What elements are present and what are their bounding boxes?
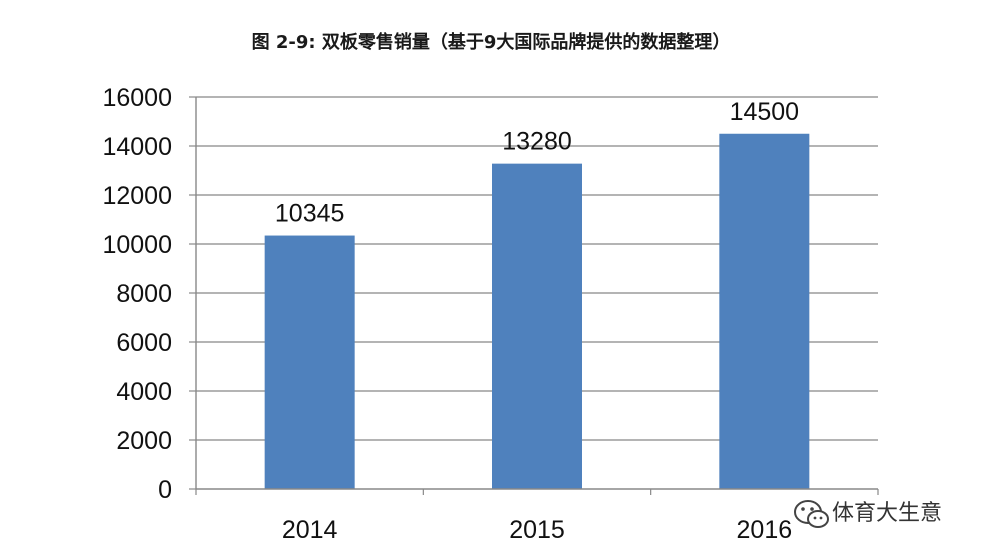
x-tick-labels: 2014 2015 2016: [282, 516, 792, 544]
chart-title: 图 2-9: 双板零售销量（基于9大国际品牌提供的数据整理）: [252, 31, 731, 53]
y-tick-labels: 0 2000 4000 6000 8000 10000 12000 14000 16000: [102, 84, 172, 504]
data-label: 10345: [275, 200, 345, 228]
wechat-logo-icon: [794, 500, 829, 528]
y-tick-label: 14000: [102, 133, 172, 161]
y-tick-label: 10000: [102, 231, 172, 259]
bar-2015: [492, 163, 582, 489]
data-label: 13280: [502, 128, 572, 156]
y-tick-label: 6000: [116, 329, 172, 357]
watermark-text: 体育大生意: [832, 501, 942, 526]
bar-2014: [264, 235, 355, 489]
data-label: 14500: [730, 98, 800, 126]
y-tick-label: 16000: [102, 84, 172, 112]
y-tick-label: 12000: [102, 182, 172, 210]
data-labels: 10345 13280 14500: [275, 98, 799, 228]
x-tick-label: 2016: [737, 516, 793, 544]
y-tick-label: 8000: [116, 280, 172, 308]
x-tick-label: 2014: [282, 516, 338, 544]
y-tick-label: 0: [158, 476, 172, 504]
axes: [189, 96, 879, 495]
y-tick-label: 2000: [116, 427, 172, 455]
bars: [264, 133, 810, 489]
bar-2016: [719, 133, 810, 489]
x-tick-label: 2015: [509, 516, 565, 544]
y-tick-label: 4000: [116, 378, 172, 406]
watermark: 体育大生意: [794, 500, 942, 528]
